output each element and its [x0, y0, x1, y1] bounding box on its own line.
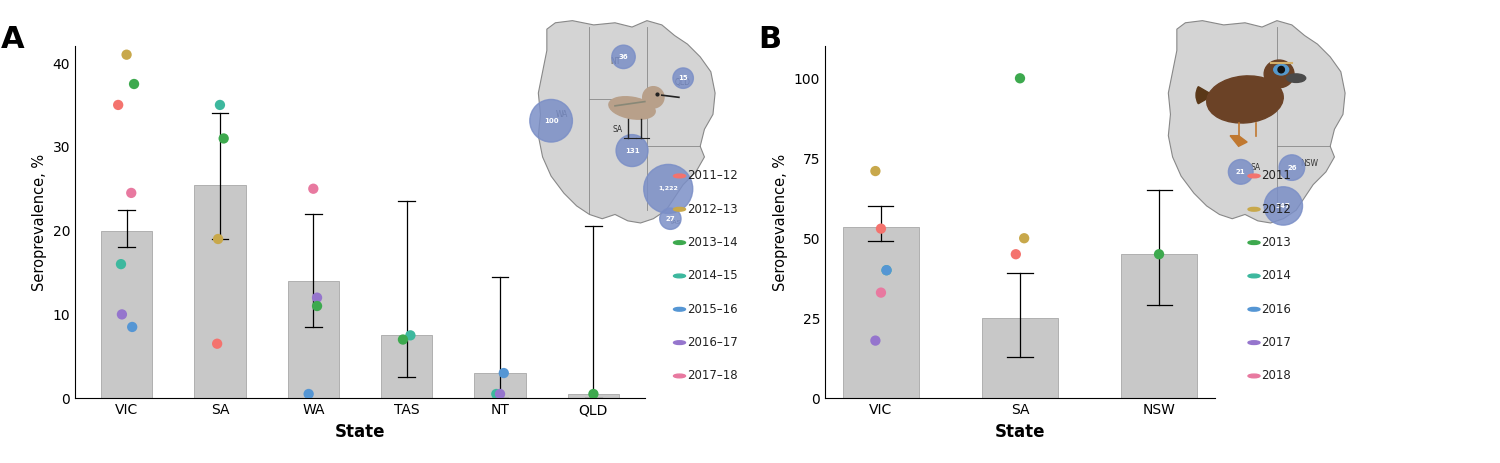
Text: 2017–18: 2017–18: [687, 369, 738, 382]
Circle shape: [1228, 160, 1252, 184]
Bar: [100, 231, 153, 398]
Ellipse shape: [609, 97, 656, 119]
Bar: [982, 318, 1058, 398]
Point: [114, 51, 138, 58]
Point: [868, 289, 892, 296]
Point: [206, 235, 230, 243]
Point: [868, 225, 892, 232]
Ellipse shape: [1287, 74, 1305, 82]
Circle shape: [616, 135, 648, 167]
Point: [211, 135, 236, 142]
Bar: [195, 185, 246, 398]
Text: 2012: 2012: [1262, 203, 1292, 216]
Ellipse shape: [1208, 76, 1282, 123]
Text: 2018: 2018: [1262, 369, 1292, 382]
Text: 2011–12: 2011–12: [687, 169, 738, 182]
Text: 2014: 2014: [1262, 269, 1292, 282]
Point: [297, 390, 321, 398]
Point: [874, 267, 898, 274]
Y-axis label: Seroprevalence, %: Seroprevalence, %: [772, 154, 788, 291]
Point: [874, 267, 898, 274]
Circle shape: [674, 68, 693, 88]
Text: NT: NT: [610, 56, 620, 66]
Text: 2013: 2013: [1262, 236, 1292, 249]
Point: [106, 101, 130, 109]
Polygon shape: [1230, 136, 1246, 146]
Ellipse shape: [1274, 64, 1288, 75]
Point: [582, 390, 606, 398]
Circle shape: [660, 208, 681, 229]
X-axis label: State: State: [994, 423, 1045, 441]
Point: [488, 390, 512, 398]
Point: [304, 294, 328, 301]
Point: [392, 336, 416, 343]
Text: 36: 36: [618, 54, 628, 60]
Text: 15: 15: [678, 75, 688, 81]
Text: B: B: [759, 25, 782, 54]
Point: [120, 323, 144, 331]
Text: TAS: TAS: [670, 220, 682, 225]
Text: 2015–16: 2015–16: [687, 303, 738, 316]
Bar: [1120, 254, 1197, 398]
Text: 2016: 2016: [1262, 303, 1292, 316]
Point: [206, 340, 230, 347]
Bar: [288, 281, 339, 398]
Point: [492, 369, 516, 377]
Text: 2016–17: 2016–17: [687, 336, 738, 349]
Text: WA: WA: [555, 110, 568, 119]
Circle shape: [644, 164, 693, 213]
Point: [302, 185, 326, 193]
Text: 2017: 2017: [1262, 336, 1292, 349]
Polygon shape: [538, 21, 716, 223]
Text: 100: 100: [544, 118, 558, 124]
Bar: [474, 373, 525, 398]
Circle shape: [1278, 67, 1284, 73]
Circle shape: [612, 45, 634, 69]
Y-axis label: Seroprevalence, %: Seroprevalence, %: [32, 154, 46, 291]
Point: [399, 332, 423, 339]
Text: NSW: NSW: [1300, 159, 1318, 168]
Text: 2012–13: 2012–13: [687, 203, 738, 216]
Point: [1013, 235, 1036, 242]
Bar: [843, 227, 920, 398]
Text: 2011: 2011: [1262, 169, 1292, 182]
Text: 2014–15: 2014–15: [687, 269, 738, 282]
Bar: [567, 394, 620, 398]
Point: [304, 302, 328, 310]
Circle shape: [642, 87, 664, 108]
Polygon shape: [1168, 21, 1346, 223]
Text: A: A: [2, 25, 24, 54]
Point: [120, 189, 144, 197]
X-axis label: State: State: [334, 423, 386, 441]
Text: SA: SA: [1251, 163, 1260, 172]
Point: [110, 311, 134, 318]
Text: 27: 27: [666, 216, 675, 222]
Circle shape: [1264, 187, 1302, 225]
Ellipse shape: [1264, 60, 1294, 88]
Circle shape: [1280, 155, 1305, 181]
Point: [1004, 250, 1028, 258]
Text: 21: 21: [1236, 169, 1245, 175]
Text: SA: SA: [612, 125, 622, 134]
Point: [864, 337, 888, 344]
Text: 1,222: 1,222: [658, 187, 678, 191]
Point: [1008, 75, 1032, 82]
Point: [1148, 250, 1172, 258]
Point: [122, 80, 146, 88]
Wedge shape: [1196, 87, 1214, 104]
Point: [110, 260, 134, 268]
Bar: [381, 335, 432, 398]
Point: [484, 390, 508, 398]
Text: 131: 131: [624, 148, 639, 154]
Text: QLD: QLD: [675, 78, 690, 87]
Text: 26: 26: [1287, 165, 1296, 170]
Point: [209, 101, 232, 109]
Text: 2013–14: 2013–14: [687, 236, 738, 249]
Text: 347: 347: [1276, 203, 1290, 209]
Circle shape: [530, 100, 573, 142]
Point: [864, 167, 888, 175]
